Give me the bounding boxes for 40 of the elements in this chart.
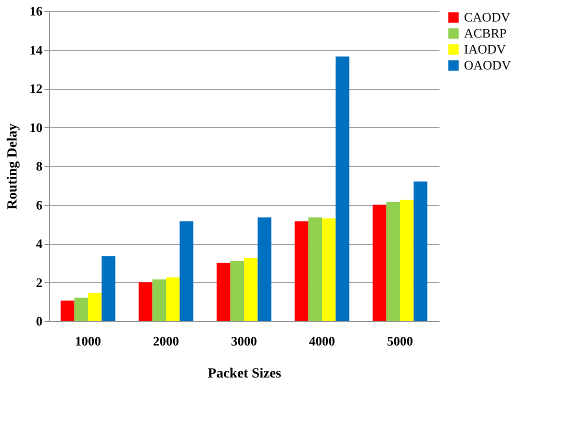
y-tick-label: 4 <box>36 236 43 251</box>
y-tick-label: 12 <box>30 81 42 96</box>
legend-label: IAODV <box>464 42 506 56</box>
bar <box>102 256 116 321</box>
x-tick-label: 1000 <box>75 334 101 348</box>
y-tick-label: 6 <box>36 197 43 212</box>
bar <box>166 277 180 321</box>
y-tick-label: 10 <box>30 120 42 135</box>
bar <box>60 300 74 321</box>
bar <box>88 292 102 321</box>
x-tick-label: 3000 <box>231 334 257 348</box>
bar <box>74 298 88 321</box>
bar <box>294 221 308 321</box>
bar <box>372 204 386 321</box>
x-tick-label: 4000 <box>309 334 335 348</box>
y-axis-title: Routing Delay <box>6 124 20 210</box>
legend-label: CAODV <box>464 10 511 24</box>
bar <box>230 260 244 321</box>
bar <box>386 202 400 321</box>
y-tick-label: 2 <box>36 274 42 290</box>
bar <box>336 56 350 321</box>
y-tick-label: 8 <box>36 158 43 174</box>
x-tick-label: 2000 <box>153 334 179 348</box>
y-tick-label: 14 <box>30 42 43 58</box>
bar <box>308 217 322 321</box>
legend-label: OAODV <box>464 58 512 72</box>
bar <box>414 182 428 321</box>
bar <box>216 262 230 321</box>
bar <box>152 279 166 321</box>
x-tick-label: 5000 <box>387 334 413 348</box>
legend-label: ACBRP <box>464 26 507 40</box>
bar <box>180 221 194 321</box>
y-tick-label: 0 <box>36 314 42 328</box>
bar <box>244 258 258 321</box>
y-tick-label: 16 <box>30 4 43 18</box>
bar <box>138 282 152 321</box>
x-axis-title: Packet Sizes <box>208 366 282 382</box>
bar <box>400 200 414 321</box>
bar <box>258 217 272 321</box>
bar <box>322 218 336 321</box>
